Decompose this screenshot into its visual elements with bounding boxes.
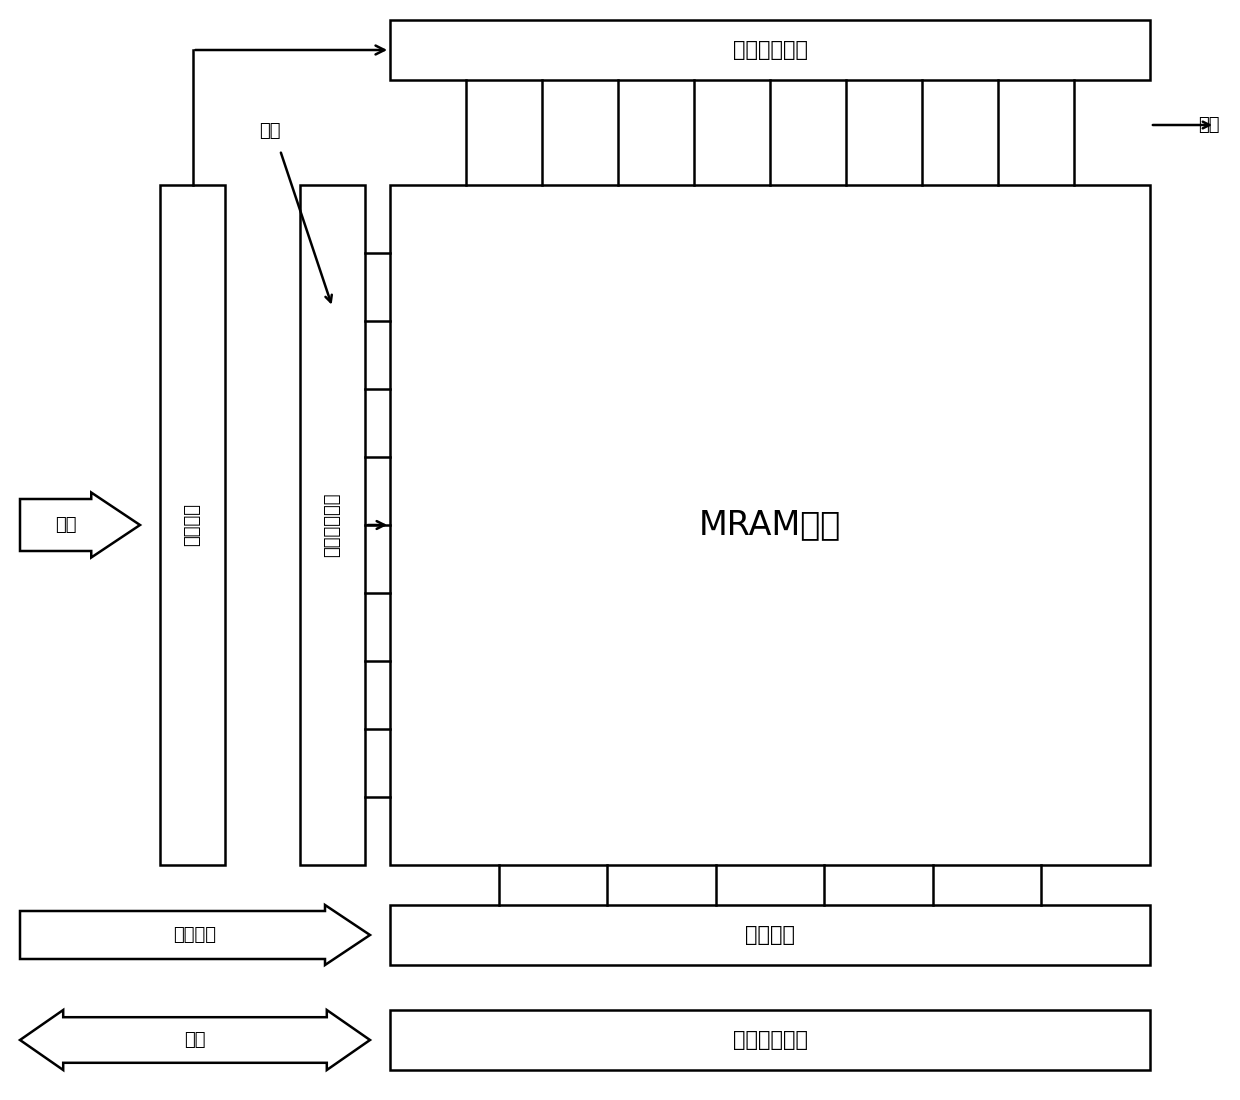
- Text: 数据: 数据: [185, 1031, 206, 1049]
- Bar: [391, 1010, 1149, 1070]
- Text: 位线: 位线: [1199, 116, 1220, 134]
- Text: 行地址界面器: 行地址界面器: [324, 493, 341, 558]
- Bar: [300, 185, 365, 865]
- Text: 地址: 地址: [55, 516, 77, 534]
- Bar: [391, 20, 1149, 80]
- Bar: [160, 185, 224, 865]
- Text: MRAM阵列: MRAM阵列: [699, 508, 841, 541]
- Text: 读写控制: 读写控制: [745, 925, 795, 945]
- Text: 列地址解码器: 列地址解码器: [733, 40, 807, 60]
- Bar: [391, 905, 1149, 965]
- Polygon shape: [20, 493, 140, 558]
- Text: 地址获取: 地址获取: [184, 504, 201, 547]
- Text: 输入输出控制: 输入输出控制: [733, 1030, 807, 1050]
- Polygon shape: [20, 905, 370, 965]
- Text: 字线: 字线: [259, 122, 280, 140]
- Polygon shape: [20, 1010, 370, 1070]
- Bar: [391, 185, 1149, 865]
- Text: 其他信号: 其他信号: [174, 926, 217, 944]
